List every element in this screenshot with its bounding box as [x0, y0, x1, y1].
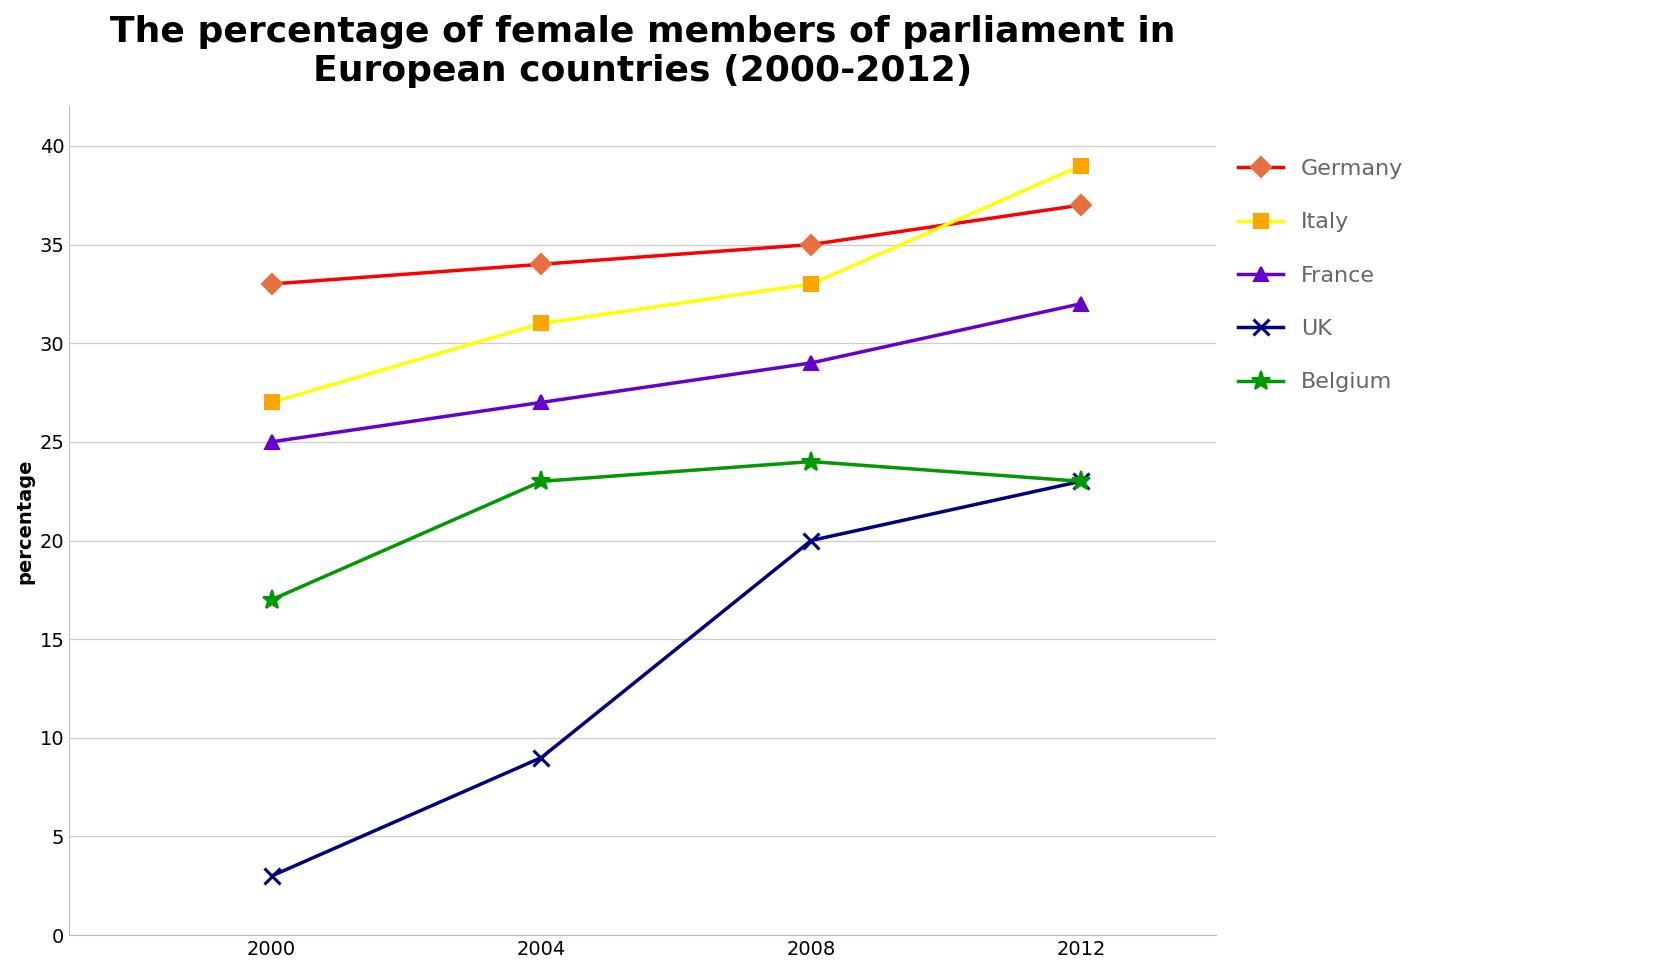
- Germany: [262, 279, 282, 290]
- Legend: Germany, Italy, France, UK, Belgium: Germany, Italy, France, UK, Belgium: [1238, 159, 1403, 393]
- Y-axis label: percentage: percentage: [15, 458, 33, 583]
- Title: The percentage of female members of parliament in
European countries (2000-2012): The percentage of female members of parl…: [110, 15, 1175, 89]
- Belgium: [1071, 475, 1091, 487]
- UK: [1071, 475, 1091, 487]
- Germany: [1071, 200, 1091, 211]
- Line: France: France: [264, 297, 1087, 449]
- UK: [262, 870, 282, 881]
- Line: Germany: Germany: [264, 198, 1087, 291]
- Italy: [802, 279, 822, 290]
- Line: UK: UK: [264, 473, 1089, 883]
- UK: [531, 752, 551, 764]
- Germany: [802, 239, 822, 250]
- Italy: [262, 396, 282, 408]
- Belgium: [531, 475, 551, 487]
- Italy: [531, 318, 551, 329]
- France: [531, 396, 551, 408]
- Italy: [1071, 160, 1091, 171]
- Line: Italy: Italy: [264, 159, 1087, 409]
- France: [262, 436, 282, 448]
- France: [802, 357, 822, 369]
- UK: [802, 535, 822, 546]
- Belgium: [802, 456, 822, 468]
- Germany: [531, 258, 551, 270]
- Belgium: [262, 594, 282, 606]
- Line: Belgium: Belgium: [262, 452, 1091, 610]
- France: [1071, 298, 1091, 310]
